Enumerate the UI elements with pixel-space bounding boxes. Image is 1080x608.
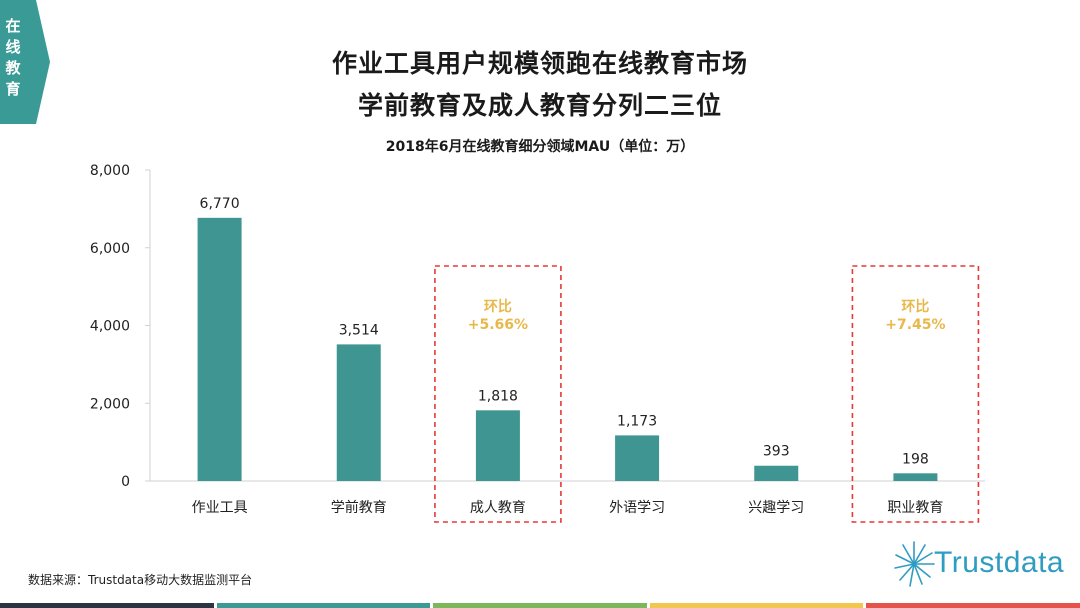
bottom-bar-segment xyxy=(216,603,431,608)
mom-value: +7.45% xyxy=(885,317,945,333)
page-title: 作业工具用户规模领跑在线教育市场 xyxy=(331,49,748,78)
y-tick-label: 2,000 xyxy=(90,396,130,412)
bar xyxy=(615,435,660,481)
bar xyxy=(336,344,381,481)
bar-value-label: 1,818 xyxy=(478,388,518,404)
section-tab: 在线教育 xyxy=(0,0,50,124)
x-tick-label: 成人教育 xyxy=(470,500,526,516)
trustdata-logo: Trustdata xyxy=(892,536,1072,592)
bottom-bar-segment xyxy=(866,603,1080,608)
highlight-box xyxy=(851,265,980,523)
bottom-bar-segment xyxy=(649,603,864,608)
data-source-note: 数据来源：Trustdata移动大数据监测平台 xyxy=(28,573,253,587)
bar-value-label: 1,173 xyxy=(617,413,657,429)
y-tick-label: 0 xyxy=(121,474,130,490)
x-tick-label: 兴趣学习 xyxy=(748,500,804,516)
y-tick-label: 4,000 xyxy=(90,319,130,335)
bar-value-label: 6,770 xyxy=(200,196,240,212)
x-tick-label: 作业工具 xyxy=(192,500,248,516)
starburst-icon xyxy=(894,541,935,587)
bar xyxy=(475,410,520,481)
chart-title: 2018年6月在线教育细分领域MAU（单位：万） xyxy=(385,139,695,155)
y-tick-label: 6,000 xyxy=(90,241,130,257)
bar xyxy=(754,465,799,481)
page-subtitle: 学前教育及成人教育分列二三位 xyxy=(357,91,722,120)
bottom-color-bar xyxy=(0,603,1080,608)
x-tick-label: 外语学习 xyxy=(609,500,665,516)
bottom-bar-segment xyxy=(0,603,214,608)
bottom-bar-segment xyxy=(433,603,647,608)
section-tab-label: 在线教育 xyxy=(5,17,21,98)
bar-value-label: 198 xyxy=(902,451,929,467)
bar-value-label: 3,514 xyxy=(339,322,379,338)
y-tick-label: 8,000 xyxy=(90,163,130,179)
bar xyxy=(197,217,242,481)
bar-value-label: 393 xyxy=(763,444,790,460)
x-tick-label: 学前教育 xyxy=(331,499,387,516)
highlight-box xyxy=(434,265,562,523)
x-tick-label: 职业教育 xyxy=(887,500,943,516)
bar xyxy=(893,473,938,481)
mom-value: +5.66% xyxy=(468,317,528,333)
mom-label: 环比 xyxy=(901,298,929,315)
mom-label: 环比 xyxy=(484,298,512,315)
brand-name: Trustdata xyxy=(934,546,1065,579)
